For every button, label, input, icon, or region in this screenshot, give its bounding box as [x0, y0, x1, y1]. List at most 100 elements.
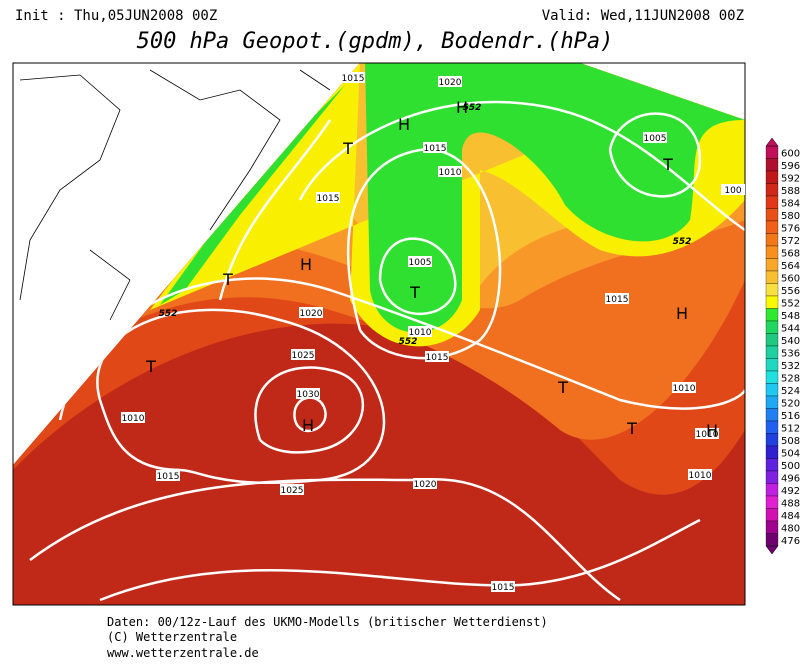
color-label: 508: [781, 436, 800, 447]
isobar-label: 1020: [414, 480, 437, 490]
pressure-center: T: [342, 139, 353, 158]
color-swatch: [765, 445, 779, 459]
isobar-label-box: [491, 581, 515, 592]
color-label: 548: [781, 311, 800, 322]
color-label: 576: [781, 223, 800, 234]
color-swatch: [765, 495, 779, 509]
pressure-center: T: [222, 270, 233, 289]
isobar-label: 1010: [122, 414, 145, 424]
isobar-label-box: [413, 478, 437, 489]
isobar-label-box: [688, 469, 712, 480]
color-label: 528: [781, 373, 800, 384]
isobar-label: 1010: [673, 384, 696, 394]
footer-line: Daten: 00/12z-Lauf des UKMO-Modells (bri…: [107, 615, 548, 629]
color-swatch: [765, 420, 779, 434]
isobar-label-box: [425, 351, 449, 362]
pressure-center: T: [409, 283, 420, 302]
color-label: 588: [781, 186, 800, 197]
isobar-label: 100: [724, 186, 741, 196]
isobar-label-box: [423, 142, 447, 153]
pressure-center: H: [300, 255, 312, 274]
isobar-label: 1015: [606, 295, 629, 305]
coastline: [19, 69, 331, 321]
color-label: 556: [781, 286, 800, 297]
height-label: 552: [399, 337, 418, 347]
isobar-label-box: [605, 293, 629, 304]
isobar-label: 1020: [439, 78, 462, 88]
color-label: 544: [781, 323, 800, 334]
color-swatch: [765, 333, 779, 347]
pressure-center: H: [302, 416, 314, 435]
footer-line: www.wetterzentrale.de: [107, 646, 259, 660]
color-swatch: [765, 308, 779, 322]
isobar-label-box: [296, 388, 320, 399]
isobar-label: 1010: [689, 471, 712, 481]
isobar-label: 1015: [342, 74, 365, 84]
color-swatch: [765, 283, 779, 297]
color-swatch: [765, 270, 779, 284]
color-label: 584: [781, 198, 800, 209]
pressure-center: T: [662, 155, 673, 174]
color-label: 568: [781, 248, 800, 259]
color-swatch: [765, 508, 779, 522]
color-label: 484: [781, 511, 800, 522]
footer-line: (C) Wetterzentrale: [107, 630, 237, 644]
map-title: 500 hPa Geopot.(gpdm), Bodendr.(hPa): [137, 29, 614, 54]
isobar-label-box: [695, 428, 719, 439]
pressure-center: H: [398, 115, 410, 134]
color-label: 600: [781, 148, 800, 159]
isobar-label-box: [299, 307, 323, 318]
color-label: 580: [781, 211, 800, 222]
isobar-label: 1010: [439, 168, 462, 178]
color-swatch: [765, 483, 779, 497]
color-swatch: [765, 145, 779, 159]
isobar-label: 1020: [300, 309, 323, 319]
color-label: 540: [781, 336, 800, 347]
color-swatch: [765, 533, 779, 547]
color-label: 516: [781, 411, 800, 422]
isobar-label-box: [721, 184, 745, 195]
color-swatch: [765, 458, 779, 472]
color-label: 564: [781, 261, 800, 272]
color-swatch: [765, 233, 779, 247]
color-label: 552: [781, 298, 800, 309]
color-swatch: [765, 220, 779, 234]
pressure-center: T: [557, 378, 568, 397]
isobar-label-box: [438, 166, 462, 177]
color-swatch: [765, 470, 779, 484]
map-frame: [12, 62, 746, 606]
isobar-label: 1025: [292, 351, 315, 361]
overlay: 1015 1020 1015 1015 1010 1005 1010 1015 1020 1025…: [121, 72, 745, 593]
isobar-label-box: [316, 192, 340, 203]
color-swatch: [765, 345, 779, 359]
isobar-label-box: [408, 326, 432, 337]
height-label: 552: [463, 103, 482, 113]
color-label: 492: [781, 486, 800, 497]
isobar-label: 1010: [696, 430, 719, 440]
color-swatch: [765, 358, 779, 372]
isobar-label-box: [672, 382, 696, 393]
isobar-label-box: [408, 256, 432, 267]
color-swatch: [765, 433, 779, 447]
color-swatch: [765, 195, 779, 209]
color-swatch: [765, 408, 779, 422]
isobar-label-box: [291, 349, 315, 360]
color-label: 596: [781, 161, 800, 172]
color-arrow: [765, 545, 779, 555]
color-swatch: [765, 170, 779, 184]
isobar-label: 1015: [317, 194, 340, 204]
color-label: 532: [781, 361, 800, 372]
color-swatch: [765, 520, 779, 534]
isobar-label: 1015: [424, 144, 447, 154]
color-swatch: [765, 295, 779, 309]
color-arrow: [765, 137, 779, 147]
height-label: 552: [673, 237, 692, 247]
isobar-label-box: [156, 470, 180, 481]
color-label: 500: [781, 461, 800, 472]
color-label: 476: [781, 536, 800, 547]
isobar-label-box: [643, 132, 667, 143]
isobar-label: 1025: [281, 486, 304, 496]
color-swatch: [765, 158, 779, 172]
color-label: 520: [781, 398, 800, 409]
